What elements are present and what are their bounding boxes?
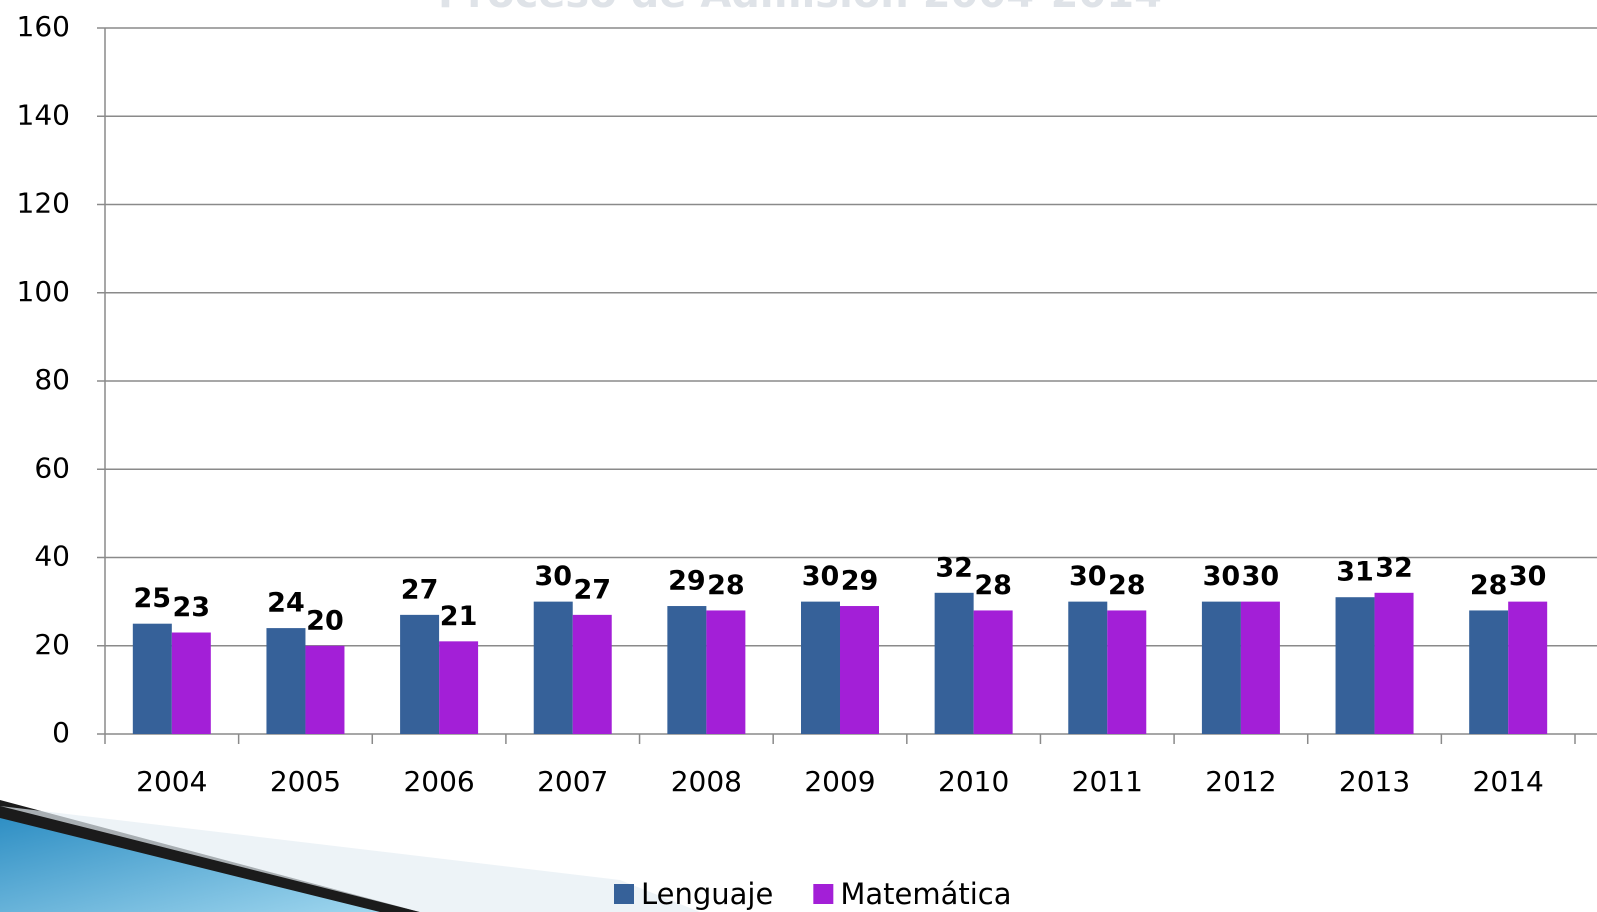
legend-swatch [813, 884, 833, 904]
x-tick-label: 2014 [1473, 765, 1544, 798]
bar [935, 593, 974, 734]
bar [1469, 610, 1508, 734]
value-label: 23 [173, 592, 211, 623]
value-label: 30 [534, 561, 572, 592]
value-label: 24 [267, 588, 305, 619]
y-tick-label: 40 [34, 540, 70, 573]
value-label: 32 [1375, 552, 1413, 583]
bar [266, 628, 305, 734]
chart: Proceso de Admisión 2004-2014 0 20 40 60 80 1… [0, 0, 1597, 912]
y-tick-label: 80 [34, 363, 70, 396]
bar [1202, 602, 1241, 734]
bar [534, 602, 573, 734]
bar [172, 633, 211, 734]
x-tick-label: 2008 [671, 765, 742, 798]
x-tick-label: 2013 [1339, 765, 1410, 798]
bar [840, 606, 879, 734]
bar [706, 610, 745, 734]
value-label: 28 [1108, 570, 1146, 601]
y-tick-label: 120 [17, 187, 70, 220]
value-label: 21 [440, 601, 478, 632]
chart-title: Proceso de Admisión 2004-2014 [438, 0, 1162, 17]
x-tick-label: 2004 [136, 765, 207, 798]
value-label: 27 [401, 574, 439, 605]
bar [1068, 602, 1107, 734]
value-label: 30 [1203, 561, 1241, 592]
value-label: 28 [1470, 570, 1508, 601]
value-label: 31 [1336, 557, 1374, 588]
y-tick-label: 0 [52, 716, 70, 749]
value-label: 30 [1242, 561, 1280, 592]
legend-label: Lenguaje [641, 877, 773, 911]
x-tick-label: 2011 [1072, 765, 1143, 798]
x-tick-label: 2007 [537, 765, 608, 798]
bar [974, 610, 1013, 734]
bar [801, 602, 840, 734]
bar [305, 646, 344, 734]
bar [439, 641, 478, 734]
y-tick-label: 20 [34, 628, 70, 661]
bar [1508, 602, 1547, 734]
x-tick-label: 2006 [403, 765, 474, 798]
value-label: 32 [935, 552, 973, 583]
bar [400, 615, 439, 734]
value-label: 28 [707, 570, 745, 601]
x-tick-label: 2012 [1205, 765, 1276, 798]
y-tick-label: 160 [17, 10, 70, 43]
y-tick-label: 100 [17, 275, 70, 308]
bar [133, 624, 172, 734]
x-tick-label: 2005 [270, 765, 341, 798]
y-tick-label: 60 [34, 451, 70, 484]
value-label: 27 [573, 574, 611, 605]
legend-swatch [614, 884, 634, 904]
bar [667, 606, 706, 734]
bar [573, 615, 612, 734]
x-tick-label: 2010 [938, 765, 1009, 798]
bar [1375, 593, 1414, 734]
bar [1241, 602, 1280, 734]
value-label: 29 [668, 566, 706, 597]
page: {"chart_data": {"type": "bar", "title": … [0, 0, 1597, 912]
bar [1107, 610, 1146, 734]
y-tick-label: 140 [17, 98, 70, 131]
value-label: 28 [974, 570, 1012, 601]
value-label: 30 [802, 561, 840, 592]
value-label: 30 [1069, 561, 1107, 592]
value-label: 25 [134, 583, 172, 614]
value-label: 30 [1509, 561, 1547, 592]
value-label: 20 [306, 605, 344, 636]
legend-label: Matemática [840, 877, 1011, 911]
x-tick-label: 2009 [804, 765, 875, 798]
bar [1336, 597, 1375, 734]
value-label: 29 [841, 566, 879, 597]
